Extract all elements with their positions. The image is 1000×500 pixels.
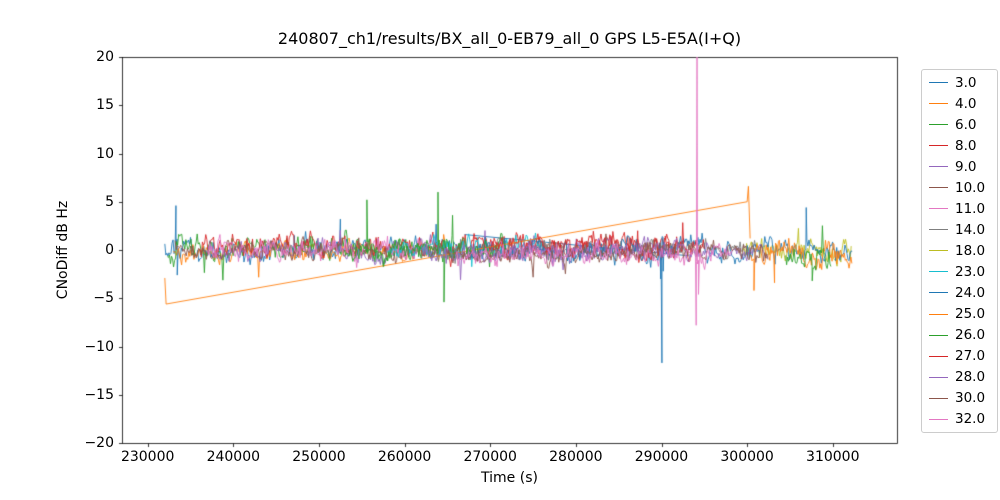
y-tick-label: 10 (96, 145, 114, 162)
legend-item: 27.0 (922, 347, 997, 366)
legend-line-swatch (929, 82, 948, 84)
legend-item-label: 26.0 (955, 327, 986, 344)
legend-item: 18.0 (922, 241, 997, 260)
legend-item-label: 32.0 (955, 411, 986, 428)
legend-item-label: 23.0 (955, 263, 986, 280)
legend-line-swatch (929, 397, 948, 399)
legend-line-swatch (929, 355, 948, 357)
legend-item: 28.0 (922, 368, 997, 387)
y-tick-label: 15 (96, 97, 114, 114)
x-tick-label: 290000 (634, 449, 689, 465)
x-axis-label: Time (s) (481, 470, 538, 486)
legend-item: 8.0 (922, 136, 997, 155)
y-tick-label: −10 (84, 338, 114, 355)
y-tick-label: 0 (105, 242, 114, 258)
x-tick-label: 280000 (549, 449, 603, 465)
legend-item-label: 11.0 (955, 200, 986, 217)
y-tick-label: −20 (84, 435, 114, 451)
legend-item: 30.0 (922, 389, 997, 408)
legend-item: 10.0 (922, 178, 997, 197)
legend-item-label: 27.0 (955, 348, 986, 365)
legend-item: 25.0 (922, 305, 997, 324)
legend-line-swatch (929, 334, 948, 336)
legend-line-swatch (929, 208, 948, 210)
legend-item: 24.0 (922, 283, 997, 302)
legend-item-label: 9.0 (955, 158, 977, 175)
x-tick-label: 260000 (377, 449, 432, 465)
legend-item-label: 4.0 (955, 95, 977, 112)
legend-item-label: 24.0 (955, 284, 986, 301)
x-tick-label: 310000 (806, 449, 860, 465)
legend-line-swatch (929, 145, 948, 147)
legend-item-label: 28.0 (955, 369, 986, 386)
chart-title: 240807_ch1/results/BX_all_0-EB79_all_0 G… (277, 29, 742, 48)
legend-line-swatch (929, 124, 948, 126)
legend-line-swatch (929, 292, 948, 294)
legend-item: 9.0 (922, 157, 997, 176)
legend-item: 3.0 (922, 73, 997, 92)
legend-line-swatch (929, 187, 948, 189)
legend-item-label: 3.0 (955, 74, 977, 91)
legend-item-label: 10.0 (955, 179, 986, 196)
y-tick-label: −5 (93, 290, 114, 307)
legend-line-swatch (929, 250, 948, 252)
y-tick-label: 20 (96, 49, 114, 65)
y-tick-label: −15 (84, 386, 114, 403)
legend-line-swatch (929, 166, 948, 168)
x-tick-label: 230000 (120, 449, 175, 465)
legend-item: 14.0 (922, 220, 997, 239)
x-tick-label: 250000 (292, 449, 346, 465)
legend-item: 32.0 (922, 410, 997, 429)
legend-item: 26.0 (922, 326, 997, 345)
legend: 3.0 4.0 6.0 8.0 9.0 10.0 11.0 14.0 18.0 23.0 24.0 2… (921, 69, 998, 433)
legend-line-swatch (929, 103, 948, 105)
legend-line-swatch (929, 229, 948, 231)
legend-line-swatch (929, 313, 948, 315)
legend-item-label: 6.0 (955, 116, 977, 133)
x-tick-label: 300000 (720, 449, 774, 465)
legend-line-swatch (929, 418, 948, 420)
legend-item-label: 8.0 (955, 137, 977, 154)
legend-item: 4.0 (922, 94, 997, 113)
legend-line-swatch (929, 271, 948, 273)
x-tick-label: 240000 (206, 449, 261, 465)
legend-item-label: 25.0 (955, 306, 986, 323)
legend-item: 11.0 (922, 199, 997, 218)
legend-item-label: 30.0 (955, 390, 986, 407)
legend-item-label: 14.0 (955, 221, 986, 238)
y-tick-label: 5 (105, 193, 114, 210)
legend-line-swatch (929, 376, 948, 378)
legend-item: 6.0 (922, 115, 997, 134)
legend-item-label: 18.0 (955, 242, 986, 259)
legend-item: 23.0 (922, 262, 997, 281)
x-tick-label: 270000 (463, 449, 517, 465)
